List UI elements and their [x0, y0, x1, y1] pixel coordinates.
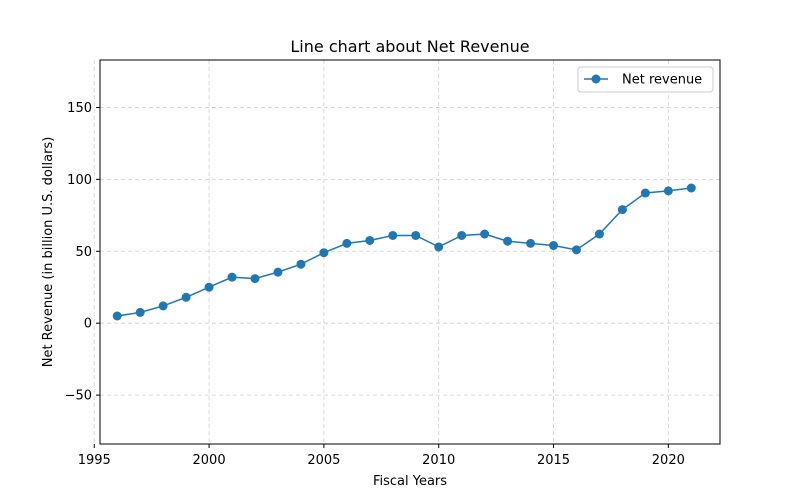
x-tick-label: 2000 [193, 453, 226, 468]
grid [93, 60, 720, 444]
data-point [250, 274, 260, 284]
data-point [686, 183, 696, 193]
x-tick-label: 1995 [78, 453, 111, 468]
data-point [411, 230, 421, 240]
data-point [640, 188, 650, 198]
data-point [480, 229, 490, 239]
x-axis-label: Fiscal Years [373, 474, 447, 489]
data-point [273, 267, 283, 277]
y-axis-label: Net Revenue (in billion U.S. dollars) [41, 137, 56, 368]
x-tick-label: 2015 [537, 453, 570, 468]
y-tick-label: 50 [75, 245, 92, 260]
legend-box [577, 66, 714, 93]
x-tick-label: 2010 [422, 453, 455, 468]
y-tick-label: −50 [65, 389, 92, 404]
axis-ticks: 1995 2000 2005 2010 2015 2020 −50 0 50 100 150 [65, 101, 685, 468]
data-point [617, 205, 627, 215]
data-point [204, 282, 214, 292]
data-point [342, 238, 352, 248]
legend: Net revenue [577, 66, 714, 93]
data-point [503, 236, 513, 246]
data-point [365, 235, 375, 245]
series-layer [112, 183, 696, 321]
x-tick-label: 2020 [652, 453, 685, 468]
data-point [319, 248, 329, 258]
data-point [227, 272, 237, 282]
legend-marker-swatch [591, 74, 601, 84]
data-point [112, 311, 122, 321]
data-point [526, 238, 536, 248]
data-point [388, 230, 398, 240]
data-point [549, 241, 559, 251]
data-point [594, 229, 604, 239]
data-point [135, 307, 145, 317]
y-tick-label: 0 [84, 317, 92, 332]
legend-entry-net-revenue: Net revenue [622, 73, 702, 88]
data-point [457, 230, 467, 240]
data-point [296, 259, 306, 269]
y-tick-label: 100 [67, 173, 92, 188]
chart-title: Line chart about Net Revenue [290, 37, 529, 56]
plot-area-frame [99, 59, 721, 445]
data-point [181, 292, 191, 302]
x-tick-label: 2005 [307, 453, 340, 468]
data-point [571, 245, 581, 255]
y-tick-label: 150 [67, 101, 92, 116]
data-point [158, 301, 168, 311]
data-point [663, 186, 673, 196]
data-point [434, 242, 444, 252]
